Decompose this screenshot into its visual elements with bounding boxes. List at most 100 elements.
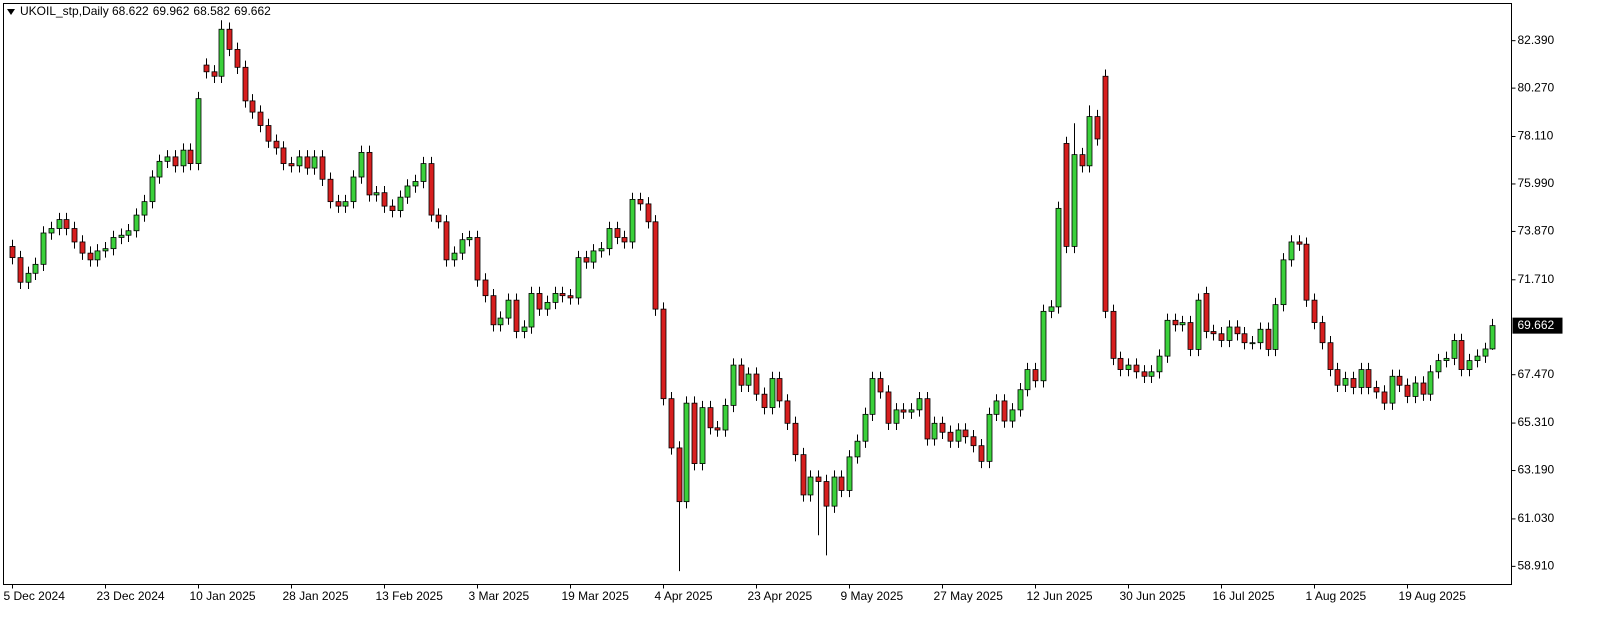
- y-tick-label: 61.030: [1518, 511, 1555, 525]
- candle-body: [311, 156, 318, 169]
- candle-body: [536, 293, 543, 310]
- candle-body: [110, 237, 117, 250]
- candle-body: [1086, 116, 1093, 167]
- candle-body: [823, 481, 830, 507]
- candle-body: [257, 111, 264, 126]
- candle-body: [1280, 259, 1287, 306]
- candle-body: [521, 326, 528, 332]
- candle-body: [1342, 378, 1349, 386]
- x-tick-label: 27 May 2025: [934, 589, 1004, 603]
- candle-body: [1365, 369, 1372, 388]
- candle-body: [482, 279, 489, 297]
- candle-body: [1404, 384, 1411, 397]
- candle-body: [986, 413, 993, 462]
- candle-body: [691, 402, 698, 464]
- candle-body: [1458, 340, 1465, 370]
- candle-body: [575, 257, 582, 299]
- candle-body: [962, 429, 969, 438]
- candle-body: [490, 295, 497, 326]
- candle-body: [242, 66, 249, 102]
- candle-body: [668, 398, 675, 449]
- candle-body: [722, 404, 729, 431]
- candle-body: [660, 308, 667, 400]
- header-ohlc-value: 68.582: [193, 4, 230, 18]
- candle-body: [1210, 331, 1217, 335]
- candle-body: [319, 156, 326, 180]
- candle-body: [1427, 371, 1434, 395]
- candle-body: [180, 149, 187, 167]
- candle-body: [459, 239, 466, 254]
- candle-body: [559, 293, 566, 297]
- header-ohlc-value: 69.662: [234, 4, 271, 18]
- candle-body: [528, 293, 535, 328]
- candle-body: [1001, 400, 1008, 422]
- candle-body: [1296, 241, 1303, 245]
- candle-body: [916, 398, 923, 411]
- candle-body: [32, 263, 39, 274]
- candle-body: [1024, 369, 1031, 391]
- x-tick-label: 16 Jul 2025: [1213, 589, 1275, 603]
- candle-body: [552, 293, 559, 303]
- y-tick-label: 73.870: [1518, 224, 1555, 238]
- candle-body: [172, 156, 179, 167]
- candle-body: [1435, 360, 1442, 373]
- candle-body: [753, 373, 760, 395]
- header-arrow[interactable]: [7, 9, 15, 15]
- candle-body: [412, 181, 419, 187]
- candle-body: [645, 203, 652, 223]
- candle-body: [226, 28, 233, 50]
- x-tick-label: 10 Jan 2025: [190, 589, 256, 603]
- candle-body: [683, 402, 690, 503]
- candle-body: [1358, 369, 1365, 388]
- candle-body: [381, 192, 388, 207]
- candle-body: [792, 422, 799, 456]
- x-tick-label: 3 Mar 2025: [469, 589, 530, 603]
- candle-body: [614, 228, 621, 238]
- candle-body: [1327, 342, 1334, 370]
- candle-body: [885, 391, 892, 424]
- candle-body: [1412, 382, 1419, 397]
- last-price-label: 69.662: [1518, 318, 1555, 332]
- candle-body: [505, 299, 512, 319]
- candle-body: [1079, 154, 1086, 167]
- candle-body: [428, 163, 435, 216]
- candle-body: [769, 378, 776, 409]
- candle-body: [63, 219, 70, 229]
- candle-body: [1241, 333, 1248, 344]
- candle-body: [838, 476, 845, 491]
- candle-body: [203, 64, 210, 73]
- candle-body: [590, 250, 597, 263]
- candle-body: [420, 163, 427, 182]
- candle-body: [87, 252, 94, 261]
- candle-body: [1048, 306, 1055, 312]
- candle-body: [280, 147, 287, 164]
- candle-body: [730, 364, 737, 406]
- candle-body: [451, 252, 458, 261]
- candle-body: [893, 409, 900, 424]
- candle-body: [17, 257, 24, 283]
- candle-body: [1009, 409, 1016, 422]
- candle-body: [908, 409, 915, 413]
- candle-body: [714, 427, 721, 431]
- candle-body: [133, 214, 140, 232]
- x-tick-label: 4 Apr 2025: [655, 589, 713, 603]
- candle-body: [102, 248, 109, 252]
- x-tick-label: 5 Dec 2024: [4, 589, 66, 603]
- candle-body: [1195, 299, 1202, 350]
- candle-body: [335, 201, 342, 207]
- candle-body: [993, 400, 1000, 415]
- candle-body: [1063, 143, 1070, 247]
- candle-body: [265, 125, 272, 142]
- candle-body: [373, 192, 380, 196]
- x-tick-label: 9 May 2025: [841, 589, 904, 603]
- candle-body: [1489, 325, 1496, 350]
- header-ohlc-value: 69.962: [153, 4, 190, 18]
- x-tick-label: 30 Jun 2025: [1120, 589, 1186, 603]
- candle-body: [815, 476, 822, 482]
- candle-body: [846, 456, 853, 491]
- candle-body: [676, 447, 683, 503]
- candle-body: [598, 248, 605, 252]
- candle-body: [288, 163, 295, 167]
